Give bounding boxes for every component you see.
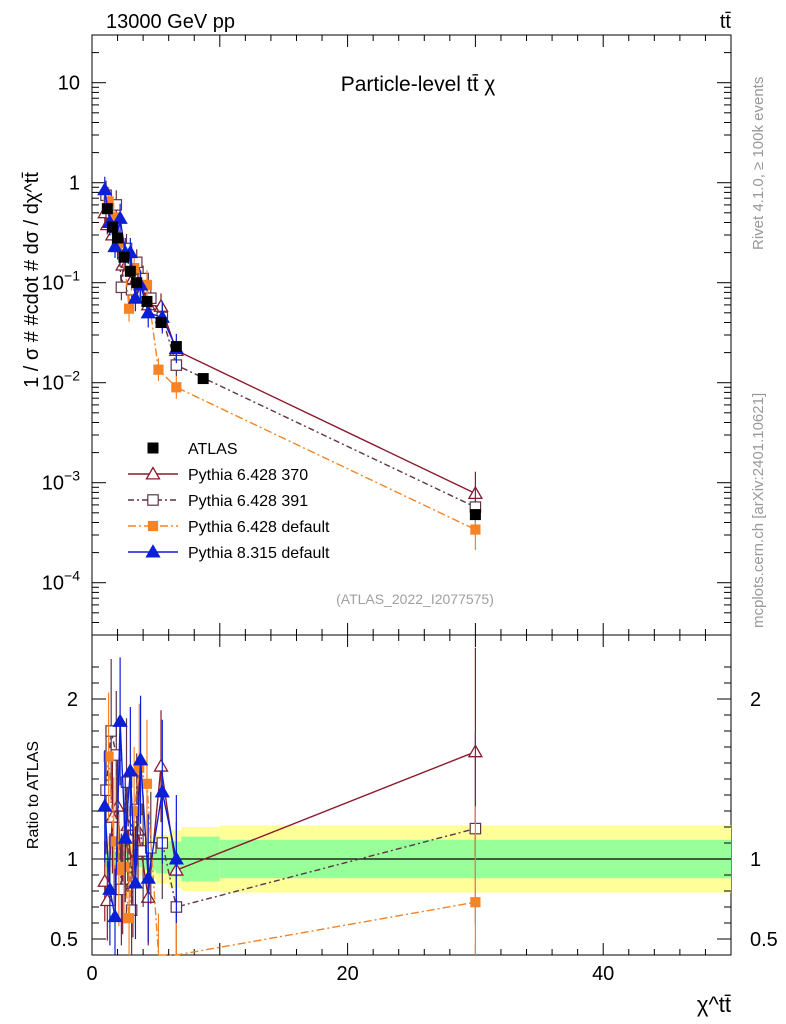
legend: ATLAS Pythia 6.428 370 Pythia 6.428 391 Pyt… bbox=[128, 441, 330, 562]
x-tick-label: 0 bbox=[86, 963, 97, 985]
atlas-data-point bbox=[155, 317, 167, 329]
ratio-point bbox=[470, 897, 481, 908]
ratio-point bbox=[153, 758, 169, 772]
ratio-point bbox=[118, 861, 130, 873]
ratio-tick-label: 2 bbox=[67, 689, 78, 711]
ratio-y-axis-label: Ratio to ATLAS bbox=[25, 741, 42, 849]
atlas-data-point bbox=[170, 341, 182, 353]
ratio-frame bbox=[91, 634, 732, 956]
y-tick-label: 10−1 bbox=[42, 268, 80, 295]
chart-marks: 0 20 40 10 1 10−1 10−2 10−3 10−4 0.5 0.5 1 1 2 2 ATLAS P… bbox=[42, 34, 778, 985]
header-right: tt̄ bbox=[720, 11, 732, 33]
ratio-point bbox=[127, 875, 144, 889]
ratio-point bbox=[123, 913, 135, 924]
ratio-point bbox=[168, 851, 184, 865]
legend-marker bbox=[147, 494, 159, 506]
ratio-point bbox=[120, 776, 133, 788]
data-point bbox=[123, 303, 135, 314]
ratio-line bbox=[104, 751, 476, 901]
y-tick-label: 10 bbox=[58, 73, 80, 95]
ratio-point bbox=[97, 798, 113, 812]
legend-item: Pythia 6.428 391 bbox=[128, 493, 308, 510]
atlas-data-point bbox=[469, 509, 481, 521]
y-axis-label: 1 / σ # #cdot # dσ / dχ^tt̄ bbox=[21, 172, 43, 388]
ratio-point bbox=[108, 836, 119, 847]
x-axis-label: χ^tt̄ bbox=[697, 992, 731, 1017]
data-point bbox=[115, 281, 128, 294]
header-left: 13000 GeV pp bbox=[106, 11, 235, 33]
ratio-point bbox=[107, 908, 123, 923]
legend-marker bbox=[147, 520, 159, 532]
ratio-point bbox=[102, 881, 118, 895]
atlas-data-point bbox=[101, 203, 113, 215]
chart-title: Particle-level tt̄ χ bbox=[341, 73, 496, 96]
legend-item: ATLAS bbox=[147, 441, 238, 458]
atlas-data-point bbox=[131, 277, 143, 289]
ratio-tick-label: 0.5 bbox=[50, 929, 78, 951]
ratio-point bbox=[117, 830, 133, 844]
ratio-point bbox=[105, 725, 117, 737]
atlas-data-point bbox=[112, 232, 124, 244]
series-line bbox=[105, 195, 476, 508]
series-atlas bbox=[101, 203, 481, 521]
legend-label: ATLAS bbox=[188, 441, 238, 458]
legend-item: Pythia 8.315 default bbox=[128, 544, 330, 562]
legend-marker bbox=[145, 544, 161, 558]
atlas-data-point bbox=[106, 221, 118, 233]
ratio-point bbox=[97, 873, 113, 887]
data-point bbox=[112, 210, 128, 224]
y-tick-label: 10−3 bbox=[42, 468, 80, 495]
legend-label: Pythia 6.428 370 bbox=[188, 467, 308, 484]
data-point bbox=[470, 524, 481, 535]
data-point bbox=[171, 382, 182, 393]
ratio-point bbox=[141, 778, 153, 789]
legend-marker bbox=[147, 442, 159, 454]
y-tick-label: 10−4 bbox=[42, 568, 80, 595]
atlas-data-point bbox=[141, 295, 153, 307]
y-tick-label: 1 bbox=[69, 173, 80, 195]
legend-item: Pythia 6.428 default bbox=[128, 519, 330, 536]
main-panel: Particle-level tt̄ χ (ATLAS_2022_I207757… bbox=[21, 34, 732, 636]
ratio-point bbox=[154, 783, 170, 798]
atlas-data-point bbox=[124, 265, 136, 277]
ratio-tick-label-right: 1 bbox=[750, 849, 761, 871]
atlas-data-point bbox=[118, 251, 130, 263]
legend-item: Pythia 6.428 370 bbox=[128, 466, 308, 484]
legend-marker bbox=[145, 466, 161, 480]
data-point bbox=[153, 364, 164, 375]
data-point bbox=[107, 238, 123, 253]
ratio-point bbox=[122, 763, 138, 777]
ratio-point bbox=[103, 751, 114, 762]
series-line bbox=[104, 212, 476, 495]
ratio-tick-label-right: 2 bbox=[750, 689, 761, 711]
x-tick-label: 20 bbox=[336, 963, 358, 985]
y-tick-label: 10−2 bbox=[42, 368, 80, 395]
data-point bbox=[153, 298, 169, 312]
ratio-point bbox=[129, 805, 140, 817]
watermark: (ATLAS_2022_I2077575) bbox=[336, 591, 494, 607]
mcplots-label: mcplots.cern.ch [arXiv:2401.10621] bbox=[750, 393, 767, 628]
ratio-point bbox=[99, 892, 115, 907]
rivet-label: Rivet 4.1.0, ≥ 100k events bbox=[750, 77, 767, 250]
x-tick-label: 40 bbox=[592, 963, 614, 985]
ratio-tick-label: 1 bbox=[67, 849, 78, 871]
data-point bbox=[127, 290, 144, 304]
ratio-point bbox=[112, 713, 128, 727]
legend-label: Pythia 6.428 default bbox=[188, 519, 330, 536]
atlas-data-point bbox=[197, 373, 209, 385]
ratio-point bbox=[132, 751, 149, 766]
ratio-tick-label-right: 0.5 bbox=[750, 929, 778, 951]
data-point bbox=[140, 305, 156, 319]
data-point bbox=[97, 181, 113, 196]
legend-label: Pythia 6.428 391 bbox=[188, 493, 308, 510]
ratio-point bbox=[140, 870, 156, 884]
legend-label: Pythia 8.315 default bbox=[188, 545, 330, 562]
ratio-point bbox=[100, 784, 112, 796]
